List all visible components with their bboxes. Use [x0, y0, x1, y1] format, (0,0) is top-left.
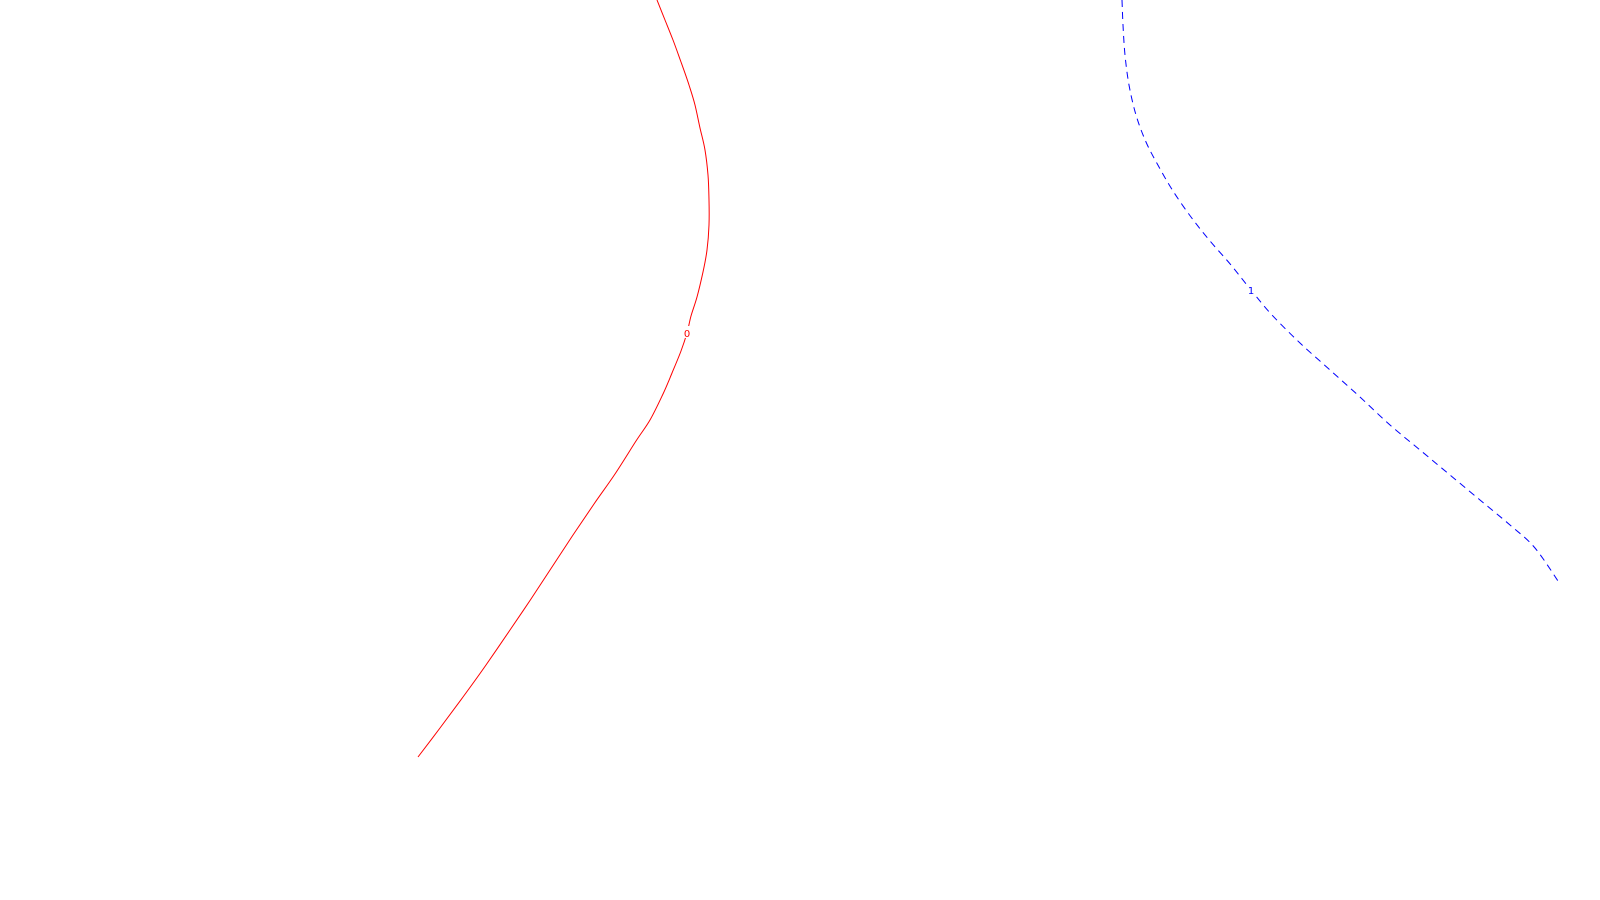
contour-label-1: 1 [1248, 286, 1254, 297]
contour-label-background-0 [683, 326, 692, 338]
contour-label-0: 0 [684, 329, 690, 340]
contour-label-background-1 [1247, 283, 1256, 295]
contour-line-0 [417, 0, 710, 758]
contour-line-1 [1121, 0, 1561, 585]
